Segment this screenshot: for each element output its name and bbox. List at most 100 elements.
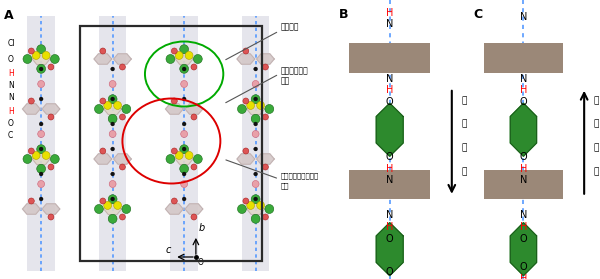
Circle shape <box>265 205 274 213</box>
Text: 分子: 分子 <box>281 183 290 189</box>
Circle shape <box>166 54 175 64</box>
Circle shape <box>37 64 46 73</box>
Circle shape <box>108 95 117 104</box>
Polygon shape <box>237 154 254 164</box>
Polygon shape <box>166 204 183 214</box>
Polygon shape <box>257 154 274 164</box>
Circle shape <box>39 197 43 201</box>
Circle shape <box>38 81 44 88</box>
Circle shape <box>39 67 43 71</box>
Bar <box>484 43 563 73</box>
Polygon shape <box>185 104 203 114</box>
Text: 電: 電 <box>593 96 599 105</box>
Text: O: O <box>8 54 14 64</box>
Circle shape <box>48 214 54 220</box>
Polygon shape <box>42 204 60 214</box>
Circle shape <box>39 172 43 176</box>
Circle shape <box>50 155 59 163</box>
Text: O: O <box>386 152 394 162</box>
Text: O: O <box>386 97 394 107</box>
Polygon shape <box>23 104 40 114</box>
Text: c: c <box>166 245 172 255</box>
Circle shape <box>38 131 44 138</box>
Circle shape <box>110 67 115 71</box>
Circle shape <box>172 198 177 204</box>
Circle shape <box>251 214 260 223</box>
Circle shape <box>100 98 106 104</box>
Polygon shape <box>166 104 183 114</box>
Circle shape <box>262 64 268 70</box>
Circle shape <box>182 172 186 176</box>
Circle shape <box>104 102 112 109</box>
Circle shape <box>108 114 117 123</box>
Circle shape <box>39 122 43 126</box>
Circle shape <box>238 105 247 114</box>
Circle shape <box>254 97 257 101</box>
Text: 極: 極 <box>461 167 467 176</box>
Circle shape <box>254 122 257 126</box>
Text: 気: 気 <box>593 120 599 129</box>
Text: 分: 分 <box>593 143 599 152</box>
Circle shape <box>243 198 249 204</box>
Text: O: O <box>386 267 394 277</box>
Circle shape <box>252 131 259 138</box>
Circle shape <box>251 95 260 104</box>
Bar <box>349 170 430 199</box>
Text: N: N <box>386 210 394 220</box>
Text: クロラニル酸: クロラニル酸 <box>281 66 309 76</box>
Circle shape <box>265 105 274 114</box>
Text: 分: 分 <box>461 143 467 152</box>
Circle shape <box>38 181 44 187</box>
Circle shape <box>181 81 188 88</box>
Polygon shape <box>23 204 40 214</box>
Circle shape <box>104 201 112 210</box>
Circle shape <box>182 67 186 71</box>
Circle shape <box>172 148 177 154</box>
Bar <box>484 170 563 199</box>
Bar <box>242 16 269 271</box>
Circle shape <box>252 81 259 88</box>
Circle shape <box>238 205 247 213</box>
Circle shape <box>100 148 106 154</box>
Polygon shape <box>113 154 131 164</box>
Circle shape <box>247 201 254 210</box>
Polygon shape <box>94 154 112 164</box>
Circle shape <box>48 64 54 70</box>
Circle shape <box>182 197 186 201</box>
Circle shape <box>254 67 257 71</box>
Circle shape <box>172 48 177 54</box>
Circle shape <box>110 197 115 201</box>
Circle shape <box>28 48 34 54</box>
Text: O: O <box>386 234 394 244</box>
Text: C: C <box>473 8 482 21</box>
Text: H: H <box>8 69 14 78</box>
Circle shape <box>109 81 116 88</box>
Circle shape <box>109 181 116 187</box>
Circle shape <box>251 195 260 204</box>
Circle shape <box>37 145 46 154</box>
Polygon shape <box>185 204 203 214</box>
Circle shape <box>114 102 122 109</box>
Circle shape <box>23 54 32 64</box>
Circle shape <box>262 164 268 170</box>
Circle shape <box>180 45 188 54</box>
Circle shape <box>122 105 131 114</box>
Polygon shape <box>376 103 403 156</box>
Circle shape <box>172 98 177 104</box>
Circle shape <box>182 147 186 151</box>
Circle shape <box>182 97 186 101</box>
Circle shape <box>50 54 59 64</box>
Circle shape <box>175 51 183 59</box>
Circle shape <box>110 97 115 101</box>
Circle shape <box>254 147 257 151</box>
Circle shape <box>257 102 265 109</box>
Text: H: H <box>520 163 527 174</box>
Text: H: H <box>386 222 394 232</box>
Text: N: N <box>520 210 527 220</box>
Polygon shape <box>42 104 60 114</box>
Polygon shape <box>510 223 536 276</box>
Text: Cl: Cl <box>8 40 16 49</box>
Text: H: H <box>520 274 527 279</box>
Circle shape <box>182 122 186 126</box>
Text: O: O <box>520 152 527 162</box>
